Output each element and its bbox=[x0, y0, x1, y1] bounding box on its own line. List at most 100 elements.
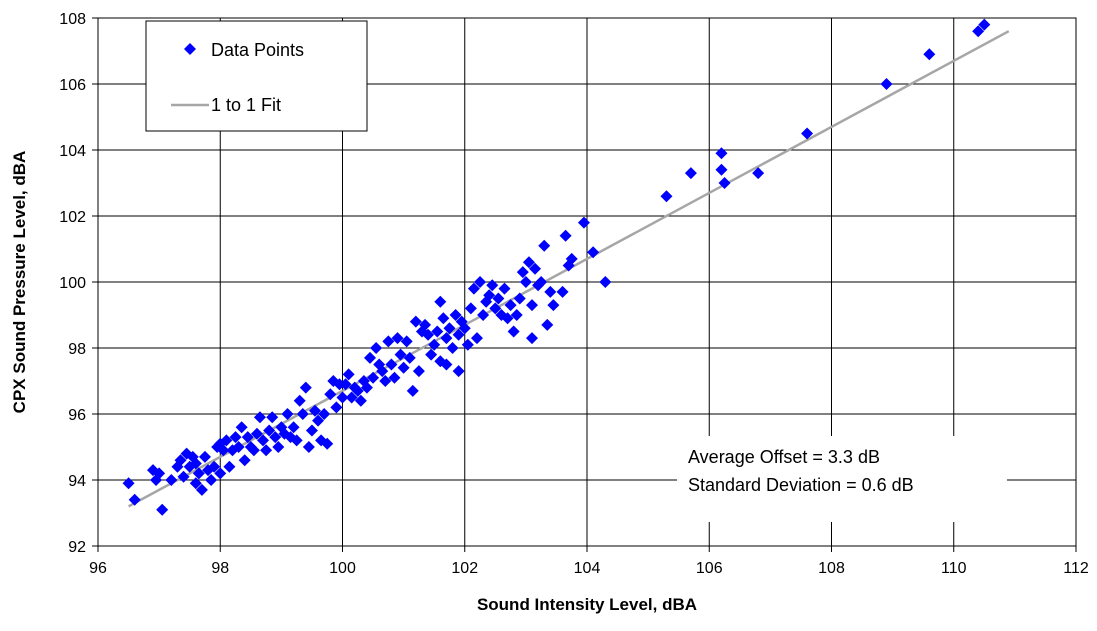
data-point bbox=[541, 318, 554, 331]
data-point bbox=[345, 391, 358, 404]
data-point bbox=[397, 361, 410, 374]
data-point bbox=[446, 342, 459, 354]
data-point bbox=[406, 384, 419, 397]
data-point bbox=[529, 262, 542, 275]
data-point bbox=[422, 328, 435, 341]
data-point bbox=[660, 190, 673, 203]
data-point bbox=[516, 266, 529, 279]
data-point bbox=[223, 460, 236, 473]
data-point bbox=[198, 450, 211, 463]
data-point bbox=[428, 338, 441, 351]
data-point bbox=[715, 147, 728, 160]
data-point bbox=[684, 167, 697, 180]
tick-labels: 96 98 100 102 104 106 108 110 112 92 94 96 98 100 102 1… bbox=[59, 11, 1089, 577]
x-tick-label: 106 bbox=[696, 560, 723, 577]
data-point bbox=[449, 309, 462, 321]
x-tick-label: 98 bbox=[211, 560, 229, 577]
data-point bbox=[281, 408, 294, 420]
data-point bbox=[489, 302, 502, 315]
data-point bbox=[559, 229, 572, 242]
x-tick-label: 102 bbox=[451, 560, 478, 577]
data-point bbox=[477, 309, 490, 321]
data-point bbox=[376, 365, 389, 378]
data-point bbox=[269, 431, 282, 444]
y-tick-label: 100 bbox=[59, 275, 86, 292]
data-points-group bbox=[122, 18, 991, 516]
data-point bbox=[241, 431, 254, 444]
data-point bbox=[379, 375, 392, 387]
data-point bbox=[522, 256, 535, 269]
data-point bbox=[498, 282, 511, 295]
data-point bbox=[923, 48, 936, 61]
data-point bbox=[229, 431, 242, 444]
data-point bbox=[425, 348, 438, 361]
legend-data-points-marker bbox=[184, 43, 196, 55]
y-tick-label: 96 bbox=[68, 407, 86, 424]
data-point bbox=[519, 276, 532, 288]
data-point bbox=[535, 276, 548, 288]
legend-box bbox=[145, 20, 368, 132]
data-point bbox=[177, 470, 190, 483]
annotation-background bbox=[677, 436, 1007, 522]
data-point bbox=[470, 332, 483, 345]
data-point bbox=[220, 434, 233, 447]
data-point bbox=[250, 427, 263, 440]
data-point bbox=[214, 467, 227, 480]
data-point bbox=[333, 378, 346, 391]
data-point bbox=[217, 444, 230, 457]
y-tick-label: 92 bbox=[68, 539, 86, 556]
x-tick-label: 112 bbox=[1063, 560, 1089, 577]
data-point bbox=[324, 388, 337, 401]
data-point bbox=[486, 279, 499, 292]
data-point bbox=[235, 421, 248, 434]
data-point bbox=[153, 467, 166, 480]
data-point bbox=[195, 483, 208, 496]
data-point bbox=[296, 408, 309, 420]
data-point bbox=[434, 295, 447, 308]
data-point bbox=[342, 368, 355, 381]
data-point bbox=[556, 285, 569, 298]
data-point bbox=[547, 299, 560, 312]
data-point bbox=[174, 454, 187, 467]
data-point bbox=[165, 474, 178, 486]
data-point bbox=[587, 246, 600, 259]
data-point bbox=[192, 467, 205, 480]
average-offset-annotation: Average Offset = 3.3 dB bbox=[688, 447, 880, 467]
stats-annotation: Average Offset = 3.3 dB Standard Deviati… bbox=[677, 436, 1007, 522]
data-point bbox=[290, 434, 303, 447]
data-point bbox=[440, 332, 453, 345]
data-point bbox=[409, 315, 422, 328]
legend: Data Points 1 to 1 Fit bbox=[145, 20, 368, 132]
data-point bbox=[972, 25, 985, 38]
data-point bbox=[299, 381, 312, 394]
data-point bbox=[370, 342, 383, 354]
x-tick-label: 108 bbox=[818, 560, 845, 577]
y-tick-label: 108 bbox=[59, 11, 86, 28]
data-point bbox=[801, 127, 814, 140]
data-point bbox=[565, 252, 578, 265]
data-point bbox=[354, 394, 367, 407]
data-point bbox=[189, 477, 202, 490]
standard-deviation-annotation: Standard Deviation = 0.6 dB bbox=[688, 475, 914, 495]
data-point bbox=[880, 78, 893, 90]
x-tick-label: 100 bbox=[329, 560, 356, 577]
data-point bbox=[467, 282, 480, 295]
data-point bbox=[577, 216, 590, 229]
data-point bbox=[513, 292, 526, 305]
data-point bbox=[978, 18, 991, 31]
data-point bbox=[266, 411, 279, 424]
data-point bbox=[351, 384, 364, 397]
data-point bbox=[253, 411, 266, 424]
y-tick-label: 94 bbox=[68, 473, 86, 490]
data-point bbox=[400, 335, 413, 348]
data-point bbox=[122, 477, 135, 490]
data-point bbox=[388, 371, 401, 384]
legend-fit-line-label: 1 to 1 Fit bbox=[211, 95, 281, 115]
data-point bbox=[205, 474, 218, 486]
data-point bbox=[452, 328, 465, 341]
data-point bbox=[403, 351, 416, 364]
data-point bbox=[452, 365, 465, 378]
data-point bbox=[336, 391, 349, 404]
data-point bbox=[437, 312, 450, 325]
data-point bbox=[272, 441, 285, 453]
